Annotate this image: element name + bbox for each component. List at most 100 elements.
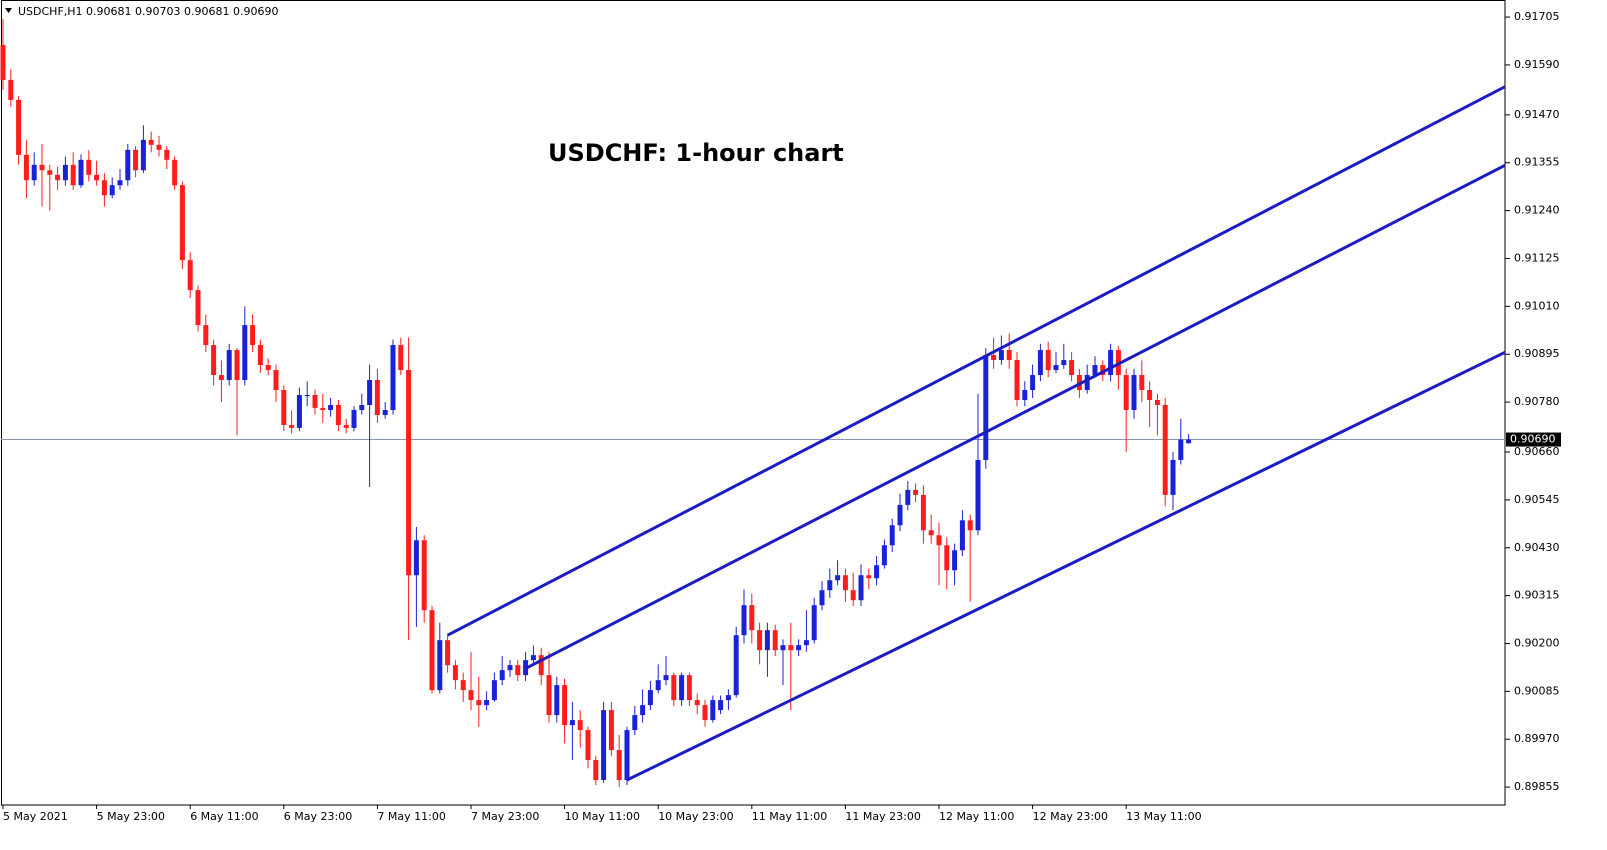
- candle-body: [749, 605, 755, 631]
- candle-body: [655, 680, 661, 691]
- candle-body: [663, 675, 669, 681]
- x-tick-label: 13 May 11:00: [1126, 810, 1201, 823]
- candle-body: [172, 159, 178, 186]
- y-tick-label: 0.91010: [1514, 299, 1560, 312]
- candle-body: [1061, 360, 1067, 366]
- candle-body: [827, 580, 833, 591]
- candle-body: [1170, 459, 1176, 495]
- candle-body: [1037, 350, 1043, 376]
- candle-body: [55, 174, 61, 181]
- price-tag: [1506, 432, 1561, 447]
- x-tick-label: 7 May 23:00: [471, 810, 539, 823]
- candle-body: [312, 395, 318, 408]
- candle-body: [764, 630, 770, 651]
- y-tick-label: 0.90895: [1514, 347, 1560, 360]
- candle-body: [491, 680, 497, 701]
- candle-body: [640, 705, 646, 716]
- y-tick-label: 0.91355: [1514, 156, 1560, 169]
- candle-body: [16, 99, 22, 155]
- candle-body: [289, 424, 295, 428]
- y-tick-label: 0.90545: [1514, 493, 1560, 506]
- candle-body: [694, 700, 700, 706]
- candle-body: [109, 185, 115, 196]
- candle-body: [429, 610, 435, 691]
- candle-body: [757, 630, 763, 651]
- candle-body: [343, 424, 349, 428]
- candle-body: [452, 665, 458, 681]
- x-tick-label: 11 May 11:00: [752, 810, 827, 823]
- y-tick-label: 0.91240: [1514, 204, 1560, 217]
- y-tick-label: 0.90430: [1514, 541, 1560, 554]
- candle-body: [140, 139, 146, 171]
- candle-body: [1100, 365, 1106, 376]
- candle-body: [967, 520, 973, 531]
- candle-body: [382, 409, 388, 415]
- candle-body: [390, 345, 396, 410]
- candle-body: [913, 489, 919, 495]
- candle-body: [242, 325, 248, 381]
- candle-body: [257, 345, 263, 366]
- candle-body: [1014, 360, 1020, 401]
- candle-body: [476, 700, 482, 706]
- candle-body: [1139, 375, 1145, 391]
- candle-body: [70, 164, 76, 186]
- plot-frame: [1, 0, 1506, 806]
- candle-body: [928, 530, 934, 536]
- x-tick-label: 7 May 11:00: [377, 810, 445, 823]
- candle-body: [741, 605, 747, 636]
- candle-body: [881, 545, 887, 566]
- candle-body: [608, 710, 614, 751]
- candle-body: [179, 185, 185, 261]
- x-tick-label: 6 May 23:00: [284, 810, 352, 823]
- candle-body: [226, 350, 232, 381]
- candle-body: [835, 575, 841, 581]
- candles: [0, 19, 1192, 788]
- x-tick-label: 10 May 23:00: [658, 810, 733, 823]
- candle-body: [577, 720, 583, 731]
- candle-body: [897, 504, 903, 526]
- candle-body: [47, 170, 53, 175]
- candle-body: [889, 525, 895, 546]
- candle-body: [273, 370, 279, 391]
- menu-triangle[interactable]: [5, 8, 12, 13]
- y-tick-label: 0.89970: [1514, 732, 1560, 745]
- candle-body: [546, 675, 552, 716]
- candle-body: [148, 139, 154, 145]
- y-tick-label: 0.90660: [1514, 445, 1560, 458]
- candle-body: [1154, 400, 1160, 405]
- candle-body: [1022, 390, 1028, 401]
- candle-body: [195, 290, 201, 326]
- candle-body: [78, 159, 84, 186]
- x-tick-label: 5 May 23:00: [97, 810, 165, 823]
- candle-body: [445, 640, 451, 666]
- candle-body: [156, 144, 162, 150]
- candle-body: [359, 404, 365, 410]
- candle-body: [335, 404, 341, 425]
- y-tick-label: 0.89855: [1514, 780, 1560, 793]
- candle-body: [975, 459, 981, 531]
- candle-body: [538, 655, 544, 676]
- candle-body: [983, 355, 989, 460]
- candle-body: [304, 395, 310, 397]
- candle-body: [460, 680, 466, 691]
- candle-body: [62, 164, 68, 181]
- candle-body: [624, 730, 630, 781]
- candle-body: [733, 635, 739, 696]
- candle-body: [710, 700, 716, 721]
- candle-body: [94, 174, 100, 181]
- candle-body: [1069, 360, 1075, 376]
- candle-body: [499, 670, 505, 681]
- candle-body: [936, 535, 942, 546]
- candle-body: [125, 149, 131, 181]
- candle-body: [920, 494, 926, 531]
- candle-body: [1108, 350, 1114, 376]
- candle-body: [117, 180, 123, 186]
- candle-body: [515, 665, 521, 676]
- candle-body: [164, 149, 170, 160]
- y-tick-label: 0.90780: [1514, 395, 1560, 408]
- candle-body: [632, 715, 638, 731]
- chart-title: USDCHF: 1-hour chart: [548, 139, 844, 167]
